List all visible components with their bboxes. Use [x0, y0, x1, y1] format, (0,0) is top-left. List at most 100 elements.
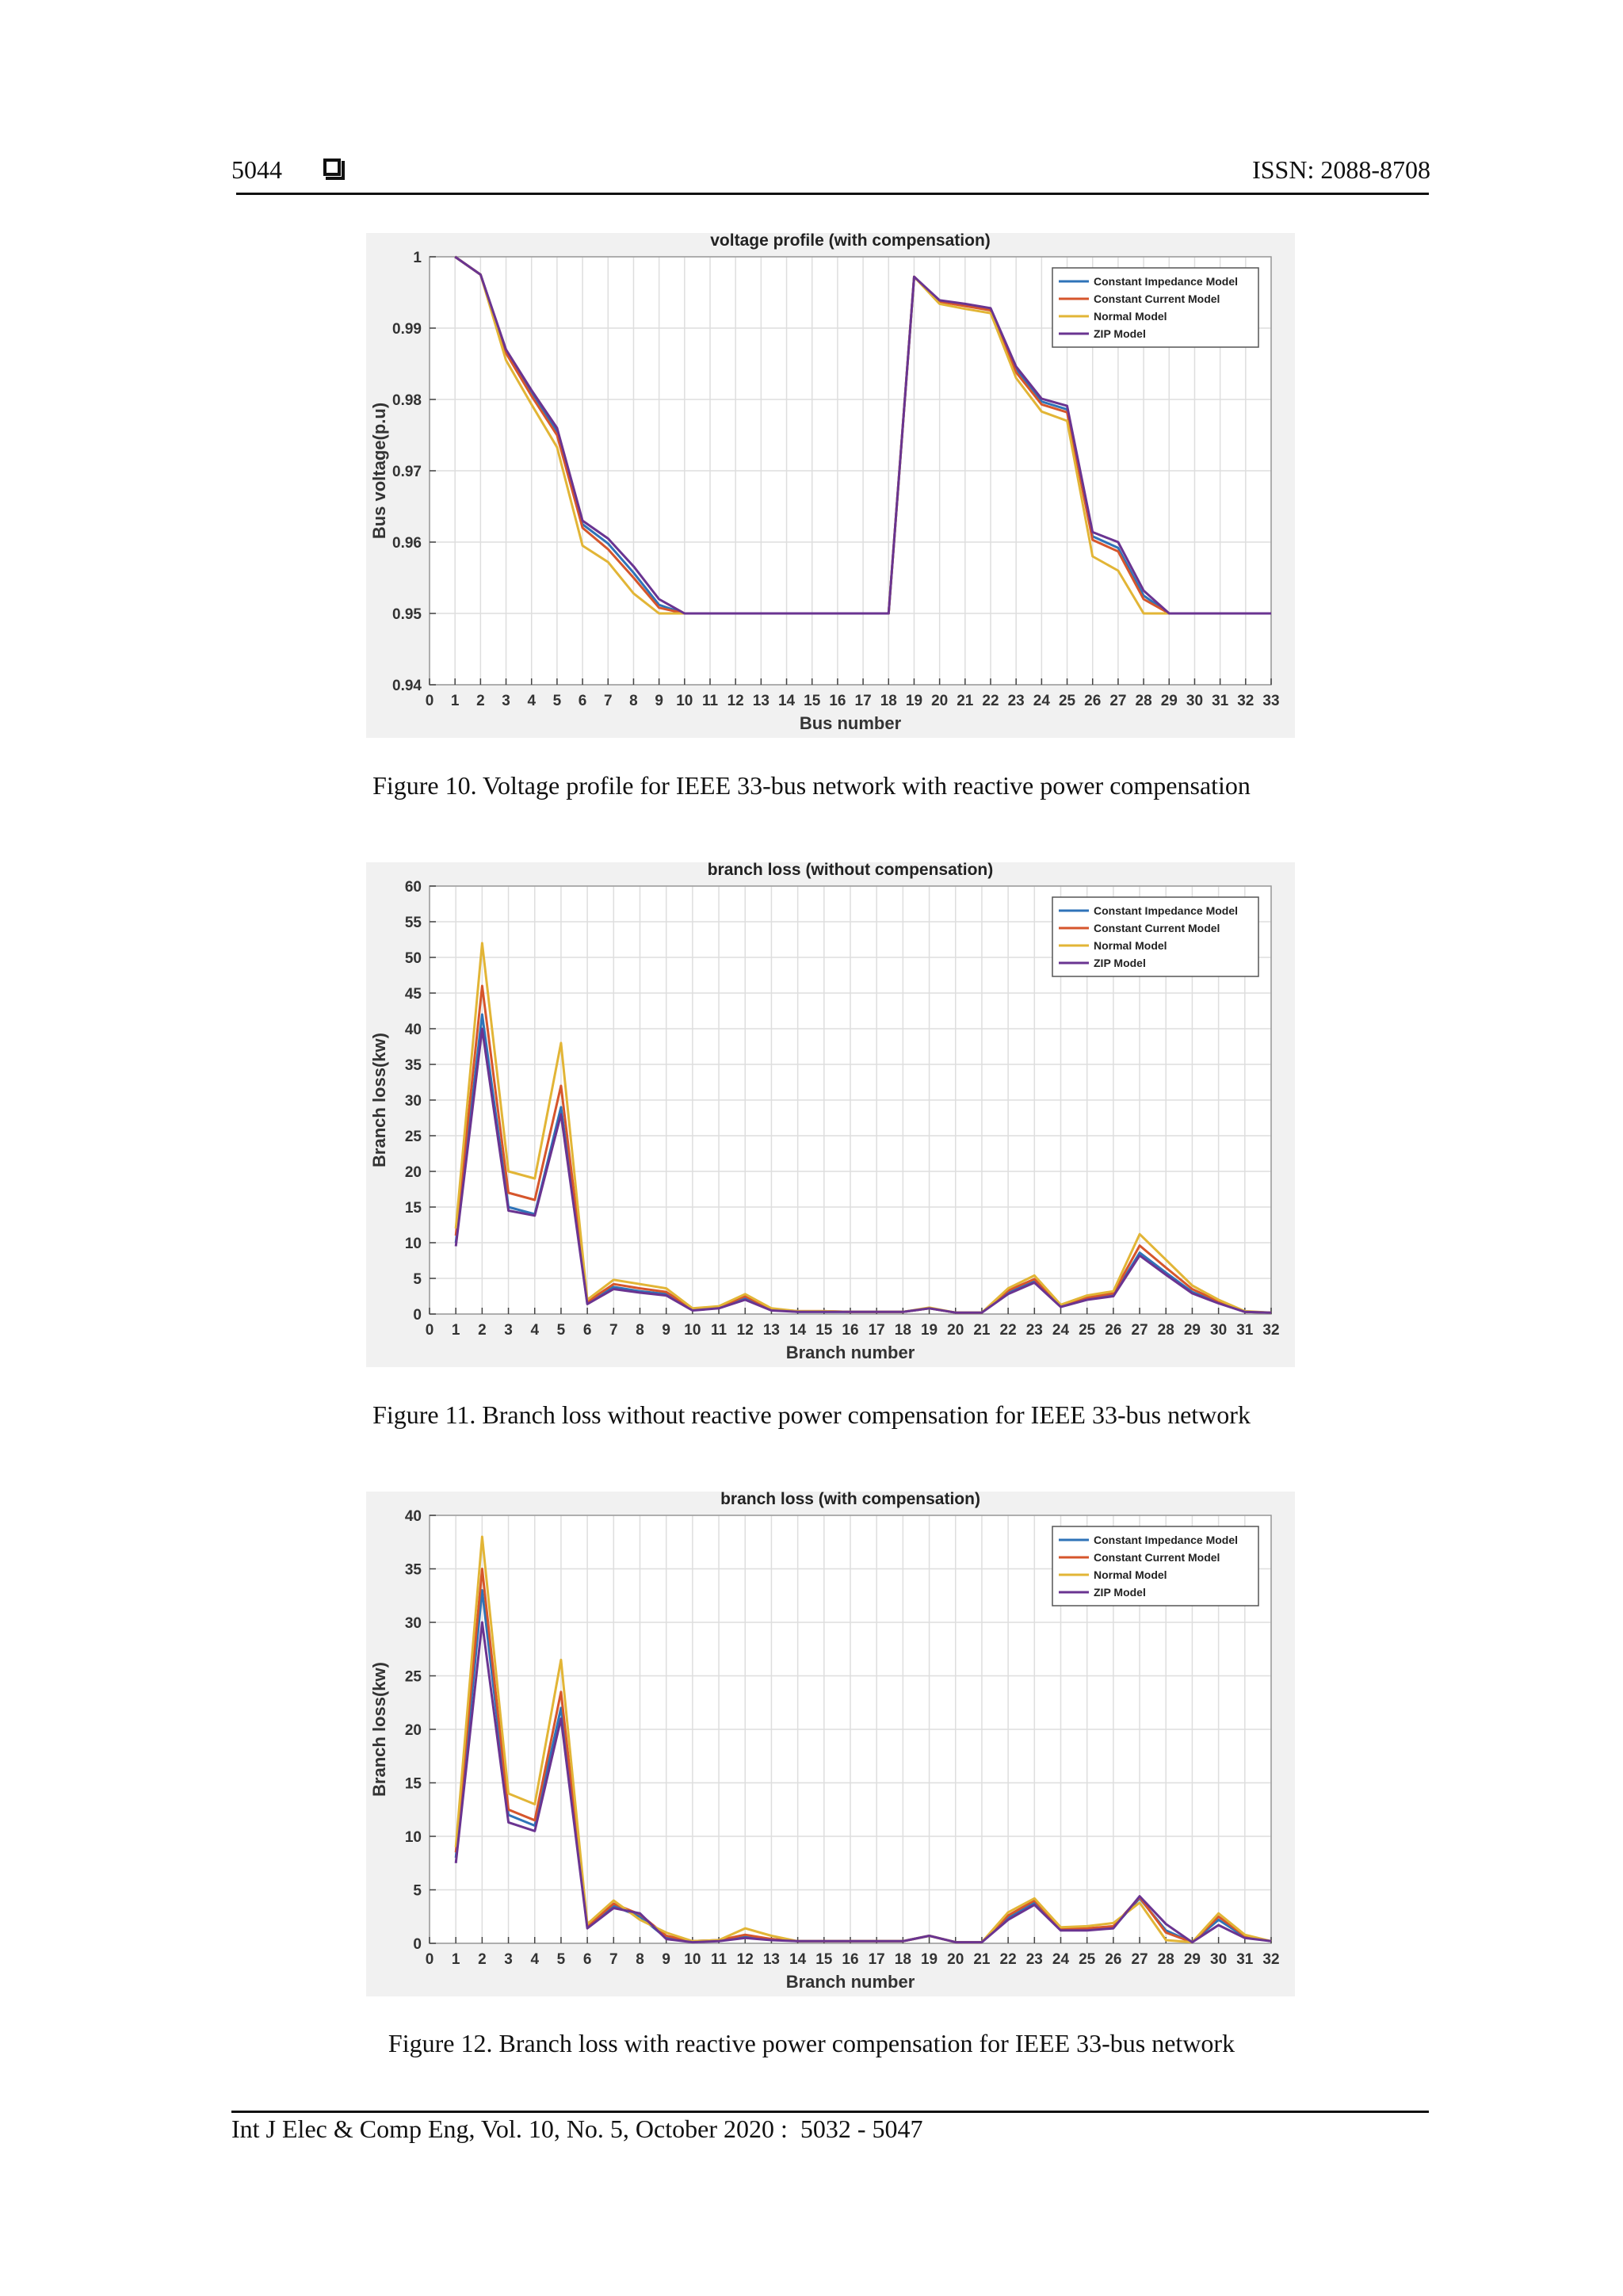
- x-tick-label: 12: [727, 693, 744, 709]
- x-tick-label: 24: [1033, 693, 1051, 709]
- x-tick-label: 20: [947, 1322, 964, 1339]
- x-tick-label: 2: [478, 1951, 487, 1968]
- y-tick-label: 45: [405, 986, 422, 1003]
- x-tick-label: 28: [1158, 1951, 1174, 1968]
- x-tick-label: 14: [789, 1951, 807, 1968]
- x-tick-label: 4: [527, 693, 536, 709]
- x-tick-label: 18: [895, 1322, 911, 1339]
- x-tick-label: 11: [702, 693, 719, 709]
- x-tick-label: 20: [931, 693, 948, 709]
- y-tick-label: 0.98: [392, 392, 422, 409]
- x-tick-label: 8: [636, 1322, 644, 1339]
- x-tick-label: 11: [711, 1951, 727, 1968]
- x-tick-label: 29: [1184, 1322, 1201, 1339]
- x-tick-label: 5: [557, 1951, 566, 1968]
- x-tick-label: 26: [1105, 1322, 1121, 1339]
- x-tick-label: 33: [1262, 693, 1279, 709]
- x-tick-label: 1: [452, 1951, 460, 1968]
- x-tick-label: 10: [684, 1951, 701, 1968]
- figure-10-chart: 0 1 2 3 4 5 6 7 8 9 10 11 12 13 14 15 16 17 18 19 20 21 22 23 24…: [366, 233, 1295, 738]
- legend-label: ZIP Model: [1094, 1586, 1146, 1599]
- x-tick-label: 0: [426, 1951, 434, 1968]
- y-tick-label: 1: [413, 250, 422, 266]
- y-tick-label: 30: [405, 1615, 422, 1632]
- branch-loss-with-compensation-chart: 0 1 2 3 4 5 6 7 8 9 10 11 12 13 14 15 16 17 18 19 20 21 22 23 24…: [369, 1492, 1280, 1992]
- x-tick-label: 24: [1052, 1951, 1070, 1968]
- x-tick-label: 12: [737, 1951, 754, 1968]
- figure-11-chart: 0 1 2 3 4 5 6 7 8 9 10 11 12 13 14 15 16 17 18 19 20 21 22 23 24…: [366, 862, 1295, 1367]
- x-tick-label: 6: [583, 1322, 592, 1339]
- x-tick-label: 13: [763, 1951, 780, 1968]
- x-tick-label: 2: [476, 693, 485, 709]
- chart-title: voltage profile (with compensation): [710, 233, 991, 250]
- legend-label: Constant Impedance Model: [1094, 275, 1238, 288]
- figure-11-caption: Figure 11. Branch loss without reactive …: [372, 1400, 1251, 1429]
- x-tick-label: 15: [815, 1322, 833, 1339]
- legend-label: ZIP Model: [1094, 327, 1146, 340]
- x-tick-label: 26: [1084, 693, 1101, 709]
- x-tick-label: 8: [629, 693, 638, 709]
- y-tick-label: 25: [405, 1129, 422, 1145]
- x-tick-label: 5: [553, 693, 562, 709]
- x-tick-label: 15: [815, 1951, 833, 1968]
- y-tick-label: 30: [405, 1093, 422, 1110]
- x-tick-label: 14: [778, 693, 796, 709]
- x-tick-label: 27: [1131, 1322, 1148, 1339]
- header-box-icon: [323, 159, 345, 180]
- y-tick-label: 10: [405, 1236, 422, 1252]
- y-tick-label: 10: [405, 1829, 422, 1846]
- x-tick-label: 23: [1026, 1951, 1043, 1968]
- x-tick-label: 20: [947, 1951, 964, 1968]
- legend-label: Normal Model: [1094, 310, 1167, 323]
- y-tick-label: 0: [413, 1307, 422, 1324]
- x-tick-label: 0: [426, 1322, 434, 1339]
- x-tick-label: 21: [957, 693, 974, 709]
- x-tick-label: 30: [1210, 1322, 1227, 1339]
- legend-label: Normal Model: [1094, 939, 1167, 952]
- legend-label: Constant Current Model: [1094, 922, 1220, 934]
- y-tick-label: 20: [405, 1722, 422, 1739]
- x-tick-label: 27: [1131, 1951, 1148, 1968]
- legend-label: Constant Current Model: [1094, 1551, 1220, 1564]
- x-tick-label: 24: [1052, 1322, 1070, 1339]
- legend-label: Constant Impedance Model: [1094, 904, 1238, 917]
- x-tick-label: 18: [880, 693, 897, 709]
- x-tick-label: 25: [1079, 1951, 1096, 1968]
- x-tick-label: 14: [789, 1322, 807, 1339]
- x-tick-label: 9: [662, 1322, 670, 1339]
- x-tick-label: 21: [973, 1322, 991, 1339]
- chart-title: branch loss (without compensation): [708, 862, 994, 879]
- y-tick-label: 5: [413, 1271, 422, 1288]
- chart-title: branch loss (with compensation): [720, 1492, 980, 1508]
- x-tick-label: 25: [1059, 693, 1076, 709]
- figure-12-chart: 0 1 2 3 4 5 6 7 8 9 10 11 12 13 14 15 16 17 18 19 20 21 22 23 24…: [366, 1492, 1295, 1996]
- x-tick-label: 22: [1000, 1322, 1017, 1339]
- x-tick-label: 13: [763, 1322, 780, 1339]
- series-line: [454, 1621, 1272, 1944]
- y-tick-label: 5: [413, 1883, 422, 1900]
- x-tick-label: 19: [921, 1322, 938, 1339]
- x-tick-label: 13: [753, 693, 769, 709]
- x-axis-label: Branch number: [786, 1972, 915, 1992]
- x-tick-label: 22: [1000, 1951, 1017, 1968]
- y-tick-label: 25: [405, 1669, 422, 1686]
- y-tick-label: 55: [405, 915, 422, 931]
- x-tick-label: 10: [676, 693, 693, 709]
- x-tick-label: 27: [1109, 693, 1126, 709]
- x-tick-label: 3: [502, 693, 510, 709]
- x-tick-label: 16: [842, 1322, 858, 1339]
- x-tick-label: 28: [1158, 1322, 1174, 1339]
- y-axis-label: Bus voltage(p.u): [369, 403, 389, 539]
- x-tick-label: 1: [451, 693, 460, 709]
- x-tick-label: 22: [982, 693, 999, 709]
- x-tick-label: 15: [804, 693, 821, 709]
- y-tick-label: 0.95: [392, 606, 422, 623]
- x-tick-label: 5: [557, 1322, 566, 1339]
- header-rule: [236, 193, 1429, 195]
- x-tick-label: 32: [1237, 693, 1254, 709]
- x-tick-label: 28: [1136, 693, 1152, 709]
- y-tick-label: 50: [405, 950, 422, 967]
- y-tick-label: 15: [405, 1200, 422, 1217]
- x-tick-label: 7: [609, 1322, 618, 1339]
- x-tick-label: 29: [1161, 693, 1178, 709]
